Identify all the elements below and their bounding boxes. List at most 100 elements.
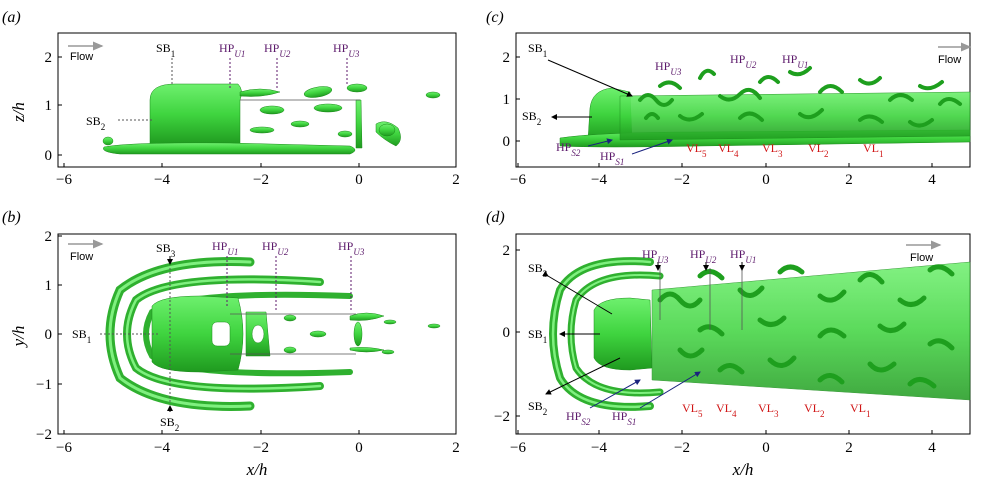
- annotation-vl5: VL5: [682, 401, 703, 419]
- tick-label: 0: [45, 148, 53, 164]
- annotation-vl1: VL1: [863, 141, 884, 159]
- annotation-arrow: [631, 138, 673, 155]
- tick-label: 2: [452, 172, 460, 188]
- tick-label: −2: [253, 440, 269, 456]
- tick-label: 0: [355, 172, 363, 188]
- annotation-sb1: SB1: [72, 327, 91, 345]
- panel-a-ylabel: z/h: [9, 102, 28, 123]
- panel-c-yticks: 0 1 2: [503, 50, 520, 150]
- panel-d-xlabel: x/h: [732, 460, 754, 479]
- panel-c-flow: Flow: [938, 42, 972, 66]
- tick-label: 0: [762, 440, 770, 456]
- annotation-sb1: SB1: [528, 327, 547, 345]
- annotation-hpu3: HPU3: [338, 239, 365, 257]
- tick-label: 1: [503, 92, 511, 108]
- tick-label: 0: [503, 134, 511, 150]
- tick-label: 2: [503, 50, 511, 66]
- annotation-arrow: [545, 357, 621, 395]
- annotation-sb2: SB2: [160, 415, 179, 433]
- flow-label: Flow: [910, 252, 933, 264]
- annotation-sb3: SB3: [156, 241, 176, 259]
- panel-a: (a) z/h 0 1 2 −6 −4 −2 0 2 Flow: [2, 9, 460, 188]
- annotation-arrow: [542, 270, 613, 315]
- tick-label: 2: [45, 50, 53, 66]
- tick-label: 0: [762, 172, 770, 188]
- tick-label: −2: [494, 409, 510, 425]
- panel-a-annotations: SB1 SB2 HPU1 HPU2 HPU3: [86, 41, 360, 132]
- annotation-vl4: VL4: [716, 401, 737, 419]
- annotation-hpu2: HPU2: [730, 52, 757, 70]
- annotation-vl4: VL4: [718, 141, 739, 159]
- panel-c-label: (c): [486, 9, 504, 26]
- tick-label: −2: [674, 172, 690, 188]
- panel-a-xticks: −6 −4 −2 0 2: [56, 163, 460, 188]
- annotation-sb1: SB1: [156, 41, 175, 59]
- flow-label: Flow: [938, 54, 961, 66]
- annotation-sb2: SB2: [86, 114, 105, 132]
- annotation-arrow: [639, 371, 701, 409]
- tick-label: 1: [45, 98, 53, 114]
- annotation-hpu3: HPU3: [642, 247, 669, 265]
- annotation-hps2: HPS2: [556, 140, 581, 158]
- annotation-hpu3: HPU3: [333, 41, 360, 59]
- panel-b: (b) y/h −2 −1 0 1 2 −6 −4 −2 0 2 x/h Flo…: [2, 209, 460, 479]
- tick-label: 0: [503, 325, 511, 341]
- tick-label: 4: [928, 440, 936, 456]
- panel-a-yticks: 0 1 2: [45, 50, 62, 164]
- annotation-hps1: HPS1: [612, 409, 636, 427]
- tick-label: −6: [510, 440, 526, 456]
- panel-a-frame: [57, 32, 457, 168]
- panel-b-annotations: SB3 SB1 SB2 HPU1 HPU2 HPU3: [72, 239, 365, 433]
- tick-label: 4: [928, 172, 936, 188]
- tick-label: −4: [154, 172, 170, 188]
- tick-label: 1: [45, 278, 53, 294]
- panel-b-core: [151, 295, 441, 373]
- panel-b-yticks: −2 −1 0 1 2: [36, 229, 62, 443]
- tick-label: 2: [45, 229, 53, 245]
- annotation-vl1: VL1: [850, 401, 871, 419]
- flow-label: Flow: [70, 51, 93, 63]
- annotation-vl2: VL2: [808, 141, 829, 159]
- tick-label: 0: [355, 440, 363, 456]
- panel-c-annotations: SB1 SB2 HPU3 HPU2 HPU1 HPS2 HPS1 VL5 VL4…: [522, 41, 884, 167]
- annotation-hpu2: HPU2: [690, 247, 717, 265]
- tick-label: −1: [36, 377, 52, 393]
- tick-label: 2: [845, 172, 853, 188]
- panel-a-label: (a): [2, 9, 21, 26]
- panel-b-flow: Flow: [68, 239, 104, 263]
- annotation-hpu2: HPU2: [264, 41, 291, 59]
- annotation-hpu1: HPU1: [212, 239, 238, 257]
- tick-label: −2: [36, 427, 52, 443]
- panel-d-xticks: −6 −4 −2 0 2 4: [510, 430, 936, 456]
- annotation-hpu1: HPU1: [219, 41, 245, 59]
- panel-d-annotations: SB3 SB1 SB2 HPU3 HPU2 HPU1 HPS2 HPS1 VL5…: [528, 247, 871, 427]
- annotation-sb2: SB2: [522, 109, 541, 127]
- annotation-vl2: VL2: [804, 401, 825, 419]
- tick-label: 2: [452, 440, 460, 456]
- panel-d-wake-detail: [657, 264, 955, 389]
- annotation-hpu2: HPU2: [262, 239, 289, 257]
- tick-label: −4: [591, 440, 607, 456]
- panel-d-flow: Flow: [906, 240, 942, 264]
- annotation-hps1: HPS1: [600, 149, 624, 167]
- annotation-arrow: [547, 59, 633, 97]
- annotation-vl3: VL3: [758, 401, 779, 419]
- panel-c-xticks: −6 −4 −2 0 2 4: [510, 163, 936, 188]
- flow-label: Flow: [70, 251, 93, 263]
- panel-c-vortices: [559, 87, 971, 148]
- panel-d-yticks: −2 0 2: [494, 243, 520, 425]
- annotation-sb3: SB3: [528, 261, 548, 279]
- tick-label: −2: [253, 172, 269, 188]
- panel-a-flow: Flow: [68, 41, 104, 63]
- annotation-hpu3: HPU3: [655, 59, 682, 77]
- annotation-hpu1: HPU1: [730, 247, 756, 265]
- panel-a-vortices: [102, 83, 441, 155]
- tick-label: −4: [154, 440, 170, 456]
- panel-d-guides: [659, 266, 743, 330]
- annotation-hpu1: HPU1: [782, 52, 808, 70]
- annotation-arrow: [587, 138, 613, 147]
- panel-b-guides: [230, 313, 356, 355]
- tick-label: −6: [56, 440, 72, 456]
- panel-b-label: (b): [2, 209, 21, 226]
